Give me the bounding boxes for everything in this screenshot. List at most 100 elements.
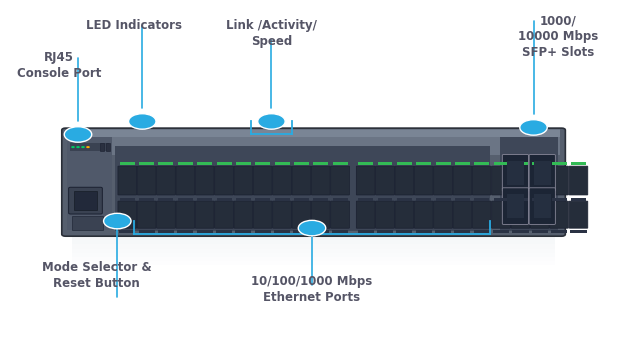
Bar [72,244,555,249]
Circle shape [64,127,92,142]
Bar [313,230,329,233]
Bar [177,230,193,233]
Bar [72,232,555,236]
FancyBboxPatch shape [530,201,549,228]
Bar [455,162,470,165]
Bar [197,198,212,201]
FancyBboxPatch shape [502,188,529,225]
Bar [435,230,451,233]
FancyBboxPatch shape [253,201,272,228]
Bar [396,230,412,233]
Bar [474,198,489,201]
FancyBboxPatch shape [311,201,330,228]
FancyBboxPatch shape [414,201,433,228]
Bar [397,162,412,165]
Bar [332,230,348,233]
Bar [436,162,451,165]
Bar [333,162,348,165]
Bar [216,230,232,233]
Bar [197,230,213,233]
Bar [532,230,548,233]
FancyBboxPatch shape [311,166,330,195]
Text: 1000/
10000 Mbps
SFP+ Slots: 1000/ 10000 Mbps SFP+ Slots [519,14,598,59]
Bar [217,198,232,201]
Circle shape [104,213,131,229]
Bar [255,162,270,165]
Bar [120,198,135,201]
Circle shape [81,146,85,148]
Bar [494,162,509,165]
FancyBboxPatch shape [569,201,588,228]
FancyBboxPatch shape [62,128,565,236]
FancyBboxPatch shape [395,166,414,195]
FancyBboxPatch shape [376,166,394,195]
Bar [72,253,555,257]
Text: Link /Activity/
Speed: Link /Activity/ Speed [226,19,317,48]
Text: 10/100/1000 Mbps
Ethernet Ports: 10/100/1000 Mbps Ethernet Ports [251,276,373,304]
Bar [507,194,524,218]
Bar [72,257,555,261]
Text: LED Indicators: LED Indicators [86,19,182,32]
Bar [454,230,470,233]
Bar [532,198,547,201]
Bar [552,198,567,201]
FancyBboxPatch shape [550,166,568,195]
Text: RJ45
Console Port: RJ45 Console Port [17,51,102,80]
FancyBboxPatch shape [157,201,175,228]
Bar [513,198,528,201]
FancyBboxPatch shape [176,166,195,195]
FancyBboxPatch shape [69,187,102,214]
Bar [139,162,154,165]
FancyBboxPatch shape [492,201,510,228]
Bar [534,161,551,185]
Bar [158,162,173,165]
FancyBboxPatch shape [273,201,291,228]
Text: Mode Selector &
Reset Button: Mode Selector & Reset Button [42,262,152,290]
Bar [358,162,373,165]
FancyBboxPatch shape [530,166,549,195]
FancyBboxPatch shape [511,201,530,228]
Bar [416,198,431,201]
FancyBboxPatch shape [472,201,491,228]
Circle shape [86,146,90,148]
Circle shape [298,220,326,236]
FancyBboxPatch shape [195,166,214,195]
Bar [571,198,586,201]
FancyBboxPatch shape [529,155,555,191]
FancyBboxPatch shape [529,188,555,225]
Bar [178,162,193,165]
FancyBboxPatch shape [292,201,311,228]
Bar [570,230,587,233]
Circle shape [76,146,80,148]
Bar [534,194,551,218]
FancyBboxPatch shape [356,166,375,195]
Bar [512,230,529,233]
Bar [313,162,328,165]
Bar [236,198,251,201]
Bar [275,198,290,201]
Bar [313,198,328,201]
Circle shape [520,120,547,135]
Bar [217,162,232,165]
FancyBboxPatch shape [414,166,433,195]
FancyBboxPatch shape [137,201,156,228]
FancyBboxPatch shape [157,166,175,195]
Bar [72,240,555,244]
Bar [178,198,193,201]
FancyBboxPatch shape [502,155,529,191]
Bar [72,216,103,230]
FancyBboxPatch shape [234,201,253,228]
Bar [294,162,309,165]
FancyBboxPatch shape [137,166,156,195]
Bar [197,162,212,165]
Bar [119,230,135,233]
Circle shape [71,146,75,148]
FancyBboxPatch shape [176,201,195,228]
Bar [115,146,490,231]
Bar [120,162,135,165]
Bar [532,162,547,165]
Bar [158,198,173,201]
Bar [235,230,251,233]
FancyBboxPatch shape [118,166,137,195]
Bar [436,198,451,201]
